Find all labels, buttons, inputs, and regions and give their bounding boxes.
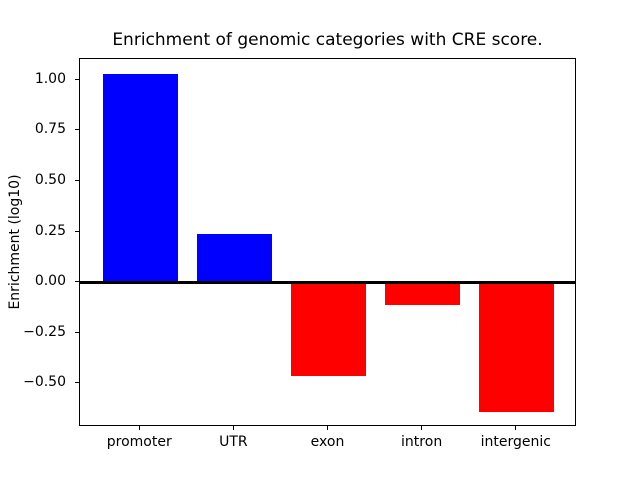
bar-promoter	[102, 74, 178, 283]
x-tick-mark	[421, 426, 423, 430]
y-tick-label: 0.75	[34, 121, 66, 138]
bar-intergenic	[479, 282, 555, 413]
x-tick-mark	[327, 426, 328, 430]
zero-baseline	[80, 281, 575, 285]
x-tick-mark	[138, 426, 140, 430]
x-tick-label-promoter: promoter	[106, 434, 172, 450]
x-tick-label-exon: exon	[310, 434, 345, 450]
y-tick-label: 0.00	[34, 273, 66, 290]
x-tick-label-intron: intron	[401, 434, 443, 450]
y-tick-mark	[75, 129, 79, 131]
x-tick-label-intergenic: intergenic	[480, 434, 551, 450]
y-tick-label: 1.00	[34, 70, 66, 87]
x-tick-mark	[515, 426, 517, 430]
y-tick-mark	[75, 331, 79, 333]
y-tick-mark	[75, 179, 79, 181]
bar-intron	[384, 282, 461, 305]
plot-area	[79, 58, 576, 426]
x-tick-label-UTR: UTR	[219, 434, 248, 450]
x-tick-mark	[232, 426, 234, 430]
chart-title: Enrichment of genomic categories with CR…	[112, 30, 543, 50]
y-tick-label: 0.50	[34, 171, 66, 188]
bar-exon	[290, 282, 367, 376]
y-tick-mark	[75, 281, 79, 283]
y-tick-label: −0.50	[23, 374, 66, 391]
y-tick-mark	[75, 382, 79, 384]
y-tick-label: 0.25	[34, 222, 66, 239]
y-tick-mark	[75, 78, 79, 80]
y-tick-label: −0.25	[23, 323, 66, 340]
y-tick-mark	[75, 230, 79, 232]
bar-UTR	[196, 234, 273, 283]
